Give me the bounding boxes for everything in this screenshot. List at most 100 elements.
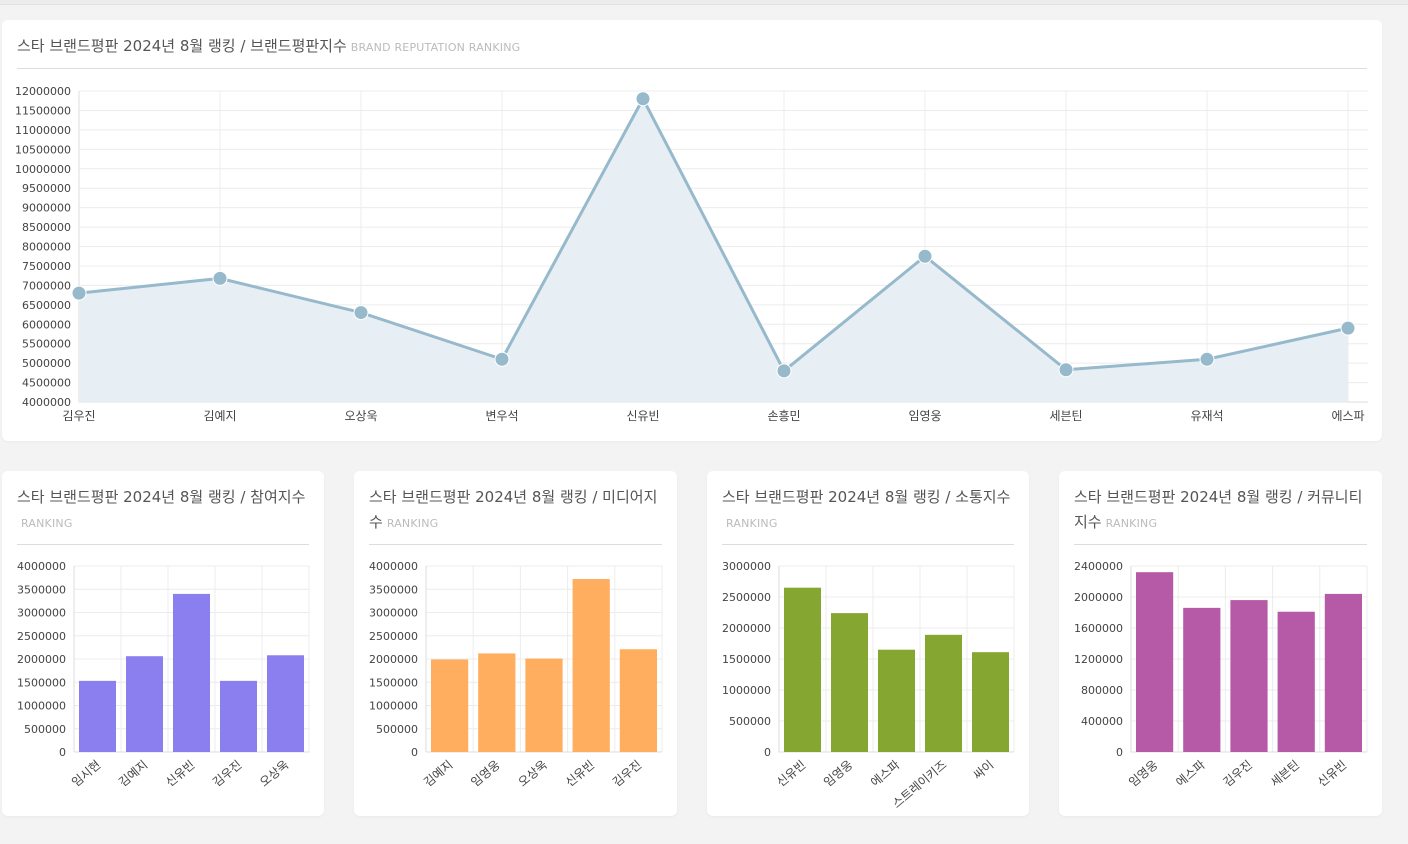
x-tick-label: 유재석 (1190, 409, 1223, 423)
x-tick-label: 신유빈 (163, 758, 197, 790)
x-tick-label: 오상욱 (344, 409, 377, 423)
community-panel: 스타 브랜드평판 2024년 8월 랭킹 / 커뮤니티지수 RANKING 240… (1059, 471, 1382, 816)
y-tick-label: 1000000 (369, 700, 418, 713)
brand-reputation-title: 스타 브랜드평판 2024년 8월 랭킹 / 브랜드평판지수 BRAND REPU… (17, 34, 1367, 69)
brand-reputation-title-text: 스타 브랜드평판 2024년 8월 랭킹 / 브랜드평판지수 (17, 37, 347, 55)
y-tick-label: 11500000 (15, 104, 71, 117)
brand-reputation-subtitle: BRAND REPUTATION RANKING (350, 41, 521, 54)
y-tick-label: 2000000 (369, 653, 418, 666)
y-tick-label: 9500000 (22, 182, 71, 195)
y-tick-label: 3500000 (17, 583, 66, 596)
bar (267, 655, 304, 752)
x-tick-label: 김우진 (1221, 758, 1255, 790)
y-tick-label: 6000000 (22, 318, 71, 331)
bar (784, 587, 821, 752)
y-tick-label: 5500000 (22, 338, 71, 351)
x-tick-label: 에스파 (1173, 758, 1207, 790)
bar (79, 680, 116, 752)
y-tick-label: 3500000 (369, 583, 418, 596)
brand-reputation-line-chart: 12000000 11500000 11000000 10500000 10000000… (15, 85, 1368, 423)
y-tick-label: 7000000 (22, 279, 71, 292)
x-tick-label: 김우진 (62, 409, 95, 423)
data-point (212, 270, 228, 286)
bar (925, 634, 962, 752)
y-tick-label: 5000000 (22, 357, 71, 370)
bar (173, 593, 210, 752)
bar (220, 680, 257, 752)
y-tick-label: 2500000 (17, 630, 66, 643)
communication-bar-chart: 3000000 2500000 2000000 1500000 1000000 50000… (722, 560, 1015, 811)
y-tick-label: 400000 (1081, 715, 1123, 728)
x-tick-label: 임영웅 (468, 758, 502, 790)
y-tick-label: 2500000 (722, 591, 771, 604)
y-tick-label: 500000 (376, 723, 418, 736)
x-tick-label: 김예지 (116, 758, 150, 790)
x-tick-label: 임영웅 (1126, 758, 1160, 790)
media-title-text: 스타 브랜드평판 2024년 8월 랭킹 / 미디어지수 (369, 488, 658, 531)
y-tick-label: 0 (411, 746, 418, 759)
x-tick-label: 세븐틴 (1268, 758, 1302, 790)
data-point (917, 248, 933, 264)
y-tick-label: 1600000 (1074, 622, 1123, 635)
data-point (1058, 362, 1074, 378)
x-tick-label: 임시현 (69, 758, 103, 790)
data-point (776, 363, 792, 379)
y-tick-label: 10000000 (15, 163, 71, 176)
participation-title: 스타 브랜드평판 2024년 8월 랭킹 / 참여지수 RANKING (17, 485, 309, 545)
y-tick-label: 3000000 (17, 607, 66, 620)
bar (972, 652, 1009, 752)
y-tick-label: 12000000 (15, 85, 71, 98)
community-title: 스타 브랜드평판 2024년 8월 랭킹 / 커뮤니티지수 RANKING (1074, 485, 1367, 545)
media-panel: 스타 브랜드평판 2024년 8월 랭킹 / 미디어지수 RANKING 4000… (354, 471, 677, 816)
y-tick-label: 11000000 (15, 124, 71, 137)
communication-panel: 스타 브랜드평판 2024년 8월 랭킹 / 소통지수 RANKING 30000… (707, 471, 1029, 816)
y-tick-label: 1500000 (17, 676, 66, 689)
y-tick-label: 2400000 (1074, 560, 1123, 573)
x-tick-label: 신유빈 (1315, 758, 1349, 790)
communication-title: 스타 브랜드평판 2024년 8월 랭킹 / 소통지수 RANKING (722, 485, 1014, 545)
bar (572, 579, 610, 752)
media-title: 스타 브랜드평판 2024년 8월 랭킹 / 미디어지수 RANKING (369, 485, 662, 545)
y-tick-label: 1500000 (369, 676, 418, 689)
data-point (494, 351, 510, 367)
data-point (1340, 320, 1356, 336)
y-tick-label: 1000000 (17, 700, 66, 713)
y-tick-label: 3000000 (369, 607, 418, 620)
line-chart-grid (78, 90, 1368, 403)
x-tick-label: 임영웅 (821, 758, 855, 790)
y-tick-label: 4500000 (22, 377, 71, 390)
data-point (1199, 351, 1215, 367)
x-tick-label: 에스파 (868, 758, 902, 790)
communication-subtitle: RANKING (726, 517, 778, 530)
y-tick-label: 0 (1116, 746, 1123, 759)
y-tick-label: 8000000 (22, 241, 71, 254)
participation-subtitle: RANKING (21, 517, 73, 530)
y-tick-label: 800000 (1081, 684, 1123, 697)
y-tick-label: 3000000 (722, 560, 771, 573)
x-tick-label: 세븐틴 (1049, 409, 1082, 423)
y-tick-label: 7500000 (22, 260, 71, 273)
community-subtitle: RANKING (1105, 517, 1158, 530)
x-tick-label: 김우진 (210, 758, 244, 790)
bar (1136, 572, 1174, 752)
x-tick-label: 김우진 (610, 758, 644, 790)
bar (478, 653, 516, 752)
participation-bar-chart: 4000000 3500000 3000000 2500000 2000000 15000… (17, 560, 310, 790)
y-tick-label: 4000000 (369, 560, 418, 573)
x-tick-label: 임영웅 (908, 409, 941, 423)
x-tick-label: 싸이 (971, 758, 997, 783)
data-point (635, 91, 651, 107)
y-tick-label: 0 (764, 746, 771, 759)
bar (525, 658, 563, 752)
y-tick-label: 1500000 (722, 653, 771, 666)
y-tick-label: 2000000 (722, 622, 771, 635)
x-tick-label: 김예지 (203, 409, 236, 423)
x-tick-label: 신유빈 (774, 758, 808, 790)
y-tick-label: 2500000 (369, 630, 418, 643)
bar (1277, 611, 1315, 752)
x-tick-label: 오상욱 (516, 758, 550, 790)
y-tick-label: 6500000 (22, 299, 71, 312)
bar (619, 649, 657, 752)
x-tick-label: 에스파 (1331, 409, 1364, 423)
community-bar-chart: 2400000 2000000 1600000 1200000 800000 400000… (1074, 560, 1368, 790)
